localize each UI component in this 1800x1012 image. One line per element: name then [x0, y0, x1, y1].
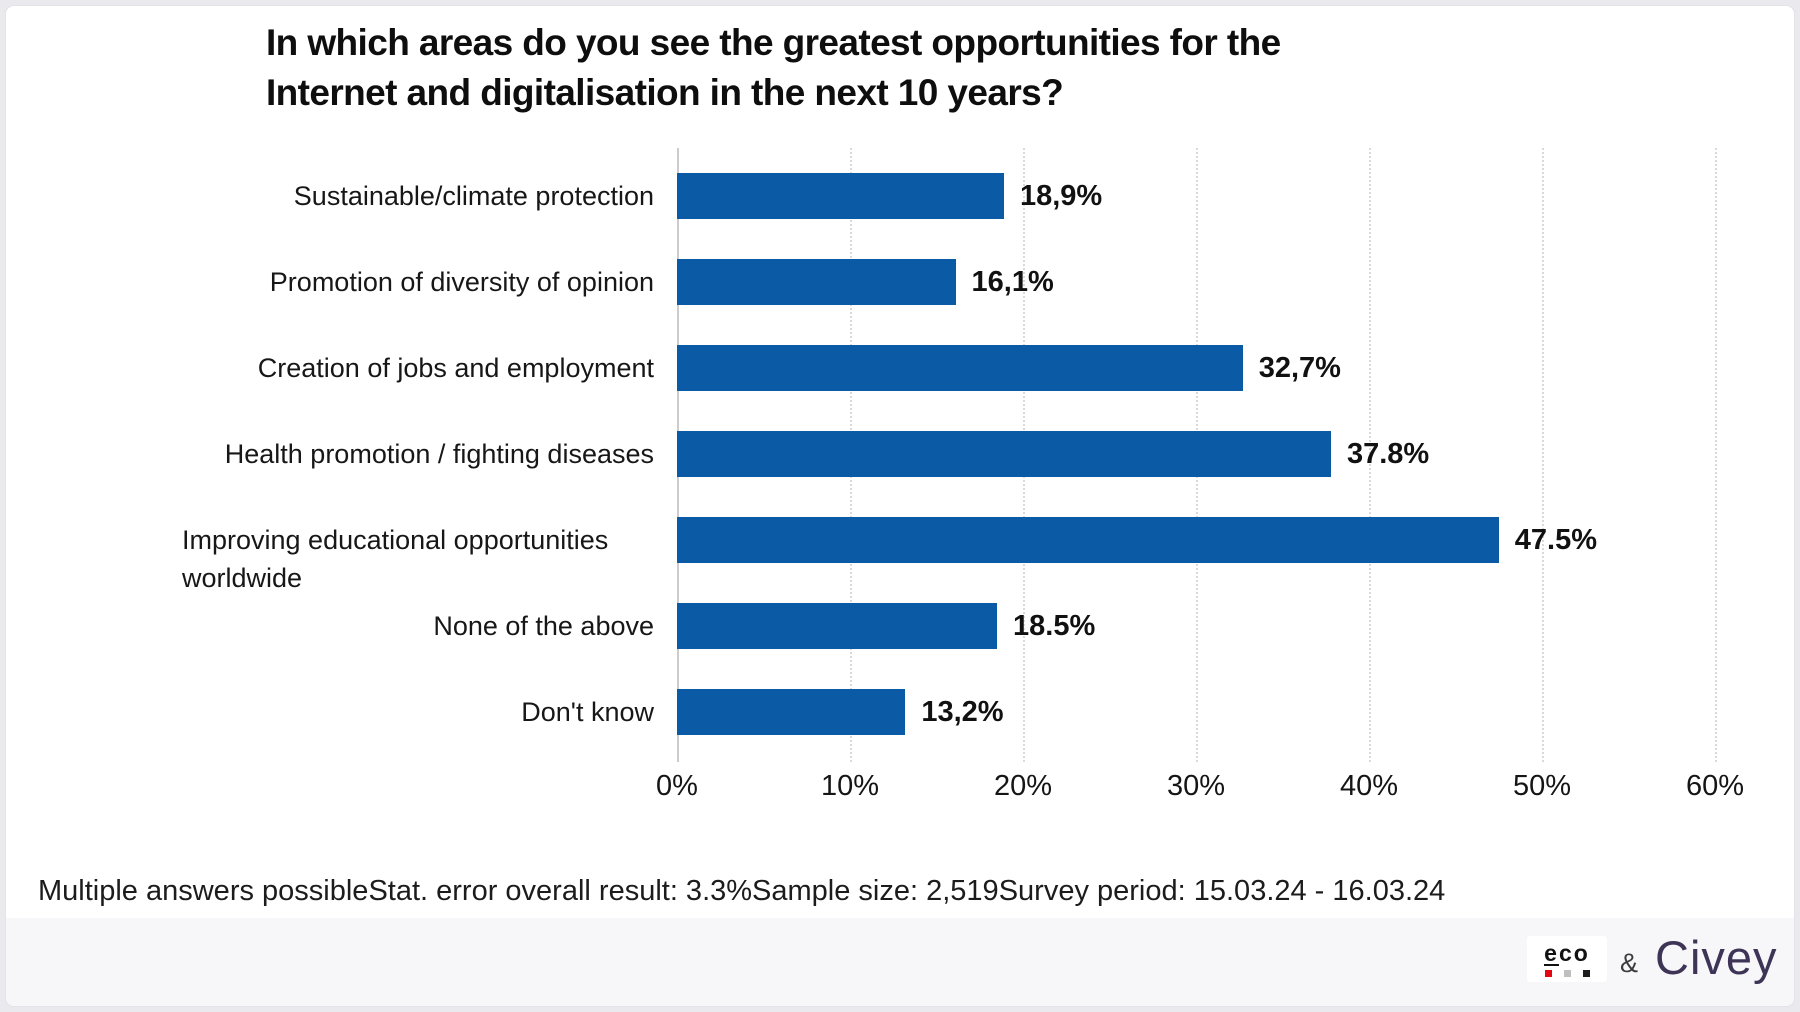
footer-note-multiple-answers: Multiple answers possible [38, 875, 369, 907]
gridline [1369, 148, 1371, 762]
x-tick-label: 20% [993, 770, 1053, 802]
x-tick-label: 60% [1685, 770, 1745, 802]
value-label: 32,7% [1258, 352, 1341, 384]
footer-note-stat-error: Stat. error overall result: 3.3% [368, 875, 753, 907]
eco-logo-squares [1544, 969, 1590, 977]
x-tick-label: 40% [1339, 770, 1399, 802]
gridline [1542, 148, 1544, 762]
x-tick-label: 50% [1512, 770, 1572, 802]
chart-title-line2: Internet and digitalisation in the next … [266, 72, 1064, 113]
footer-note-sample-size: Sample size: 2,519 [752, 875, 999, 907]
civey-logo: Civey [1655, 931, 1778, 984]
category-label: Improving educational opportunities worl… [182, 525, 609, 593]
branding-strip [6, 918, 1794, 1006]
bar [677, 431, 1331, 477]
bar [677, 345, 1243, 391]
value-label: 37.8% [1346, 438, 1430, 470]
eco-letter-o: o [1573, 939, 1590, 966]
eco-logo-square [1563, 969, 1571, 977]
value-label: 13,2% [921, 696, 1004, 728]
x-tick-label: 10% [820, 770, 880, 802]
footer-note-survey-period: Survey period: 15.03.24 - 16.03.24 [998, 875, 1446, 907]
eco-letter-c: c [1558, 939, 1574, 966]
chart-card [6, 6, 1794, 1006]
gridline [1715, 148, 1717, 762]
value-label: 18,9% [1019, 180, 1103, 212]
bar [677, 689, 906, 735]
value-label: 47.5% [1514, 524, 1597, 556]
eco-letter-e: e [1544, 939, 1559, 966]
footer-note: Multiple answers possibleStat. error ove… [38, 872, 1445, 910]
chart-title-line1: In which areas do you see the greatest o… [266, 22, 1281, 63]
chart-title: In which areas do you see the greatest o… [266, 18, 1281, 118]
x-tick-label: 0% [656, 770, 698, 802]
value-label: 18.5% [1013, 610, 1096, 642]
category-label: Promotion of diversity of opinion [269, 267, 654, 297]
category-label: Sustainable/climate protection [293, 181, 654, 211]
category-label: Health promotion / fighting diseases [224, 439, 654, 469]
category-label: Don't know [521, 697, 654, 727]
ampersand-label: & [1620, 948, 1639, 978]
value-label: 16,1% [971, 266, 1054, 298]
category-label: Creation of jobs and employment [257, 353, 654, 383]
x-tick-label: 30% [1166, 770, 1226, 802]
eco-logo-square [1544, 969, 1552, 977]
bar [677, 259, 956, 305]
category-label: None of the above [433, 611, 654, 641]
eco-logo-square [1582, 969, 1590, 977]
bar [677, 173, 1004, 219]
bar [677, 517, 1499, 563]
bar [677, 603, 998, 649]
